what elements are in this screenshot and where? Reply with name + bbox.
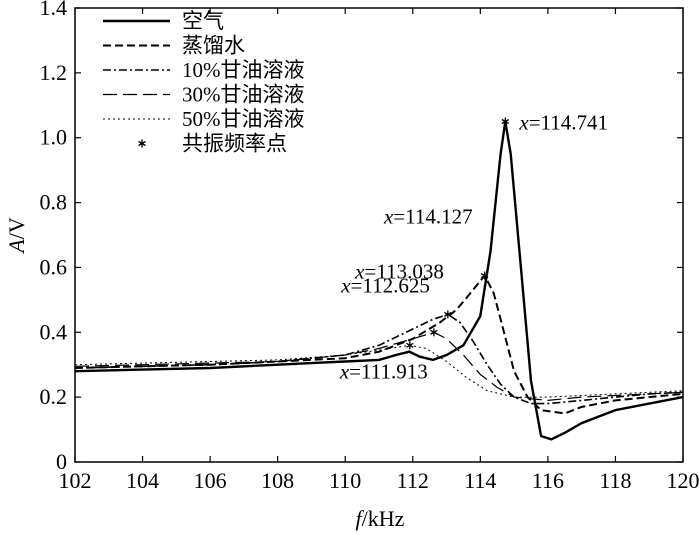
y-axis-label: A/V	[4, 217, 29, 255]
legend-label: 空气	[182, 9, 224, 33]
resonance-label-value: =113.038	[365, 259, 444, 283]
legend-label: 蒸馏水	[182, 34, 245, 58]
legend-label: 共振频率点	[182, 132, 287, 156]
x-tick-label: 102	[59, 468, 92, 493]
resonance-label-var: x	[340, 273, 351, 297]
resonance-label-value: =114.127	[393, 205, 472, 229]
resonance-label-var: x	[518, 111, 529, 135]
resonance-label-var: x	[383, 205, 394, 229]
y-tick-label: 0.2	[40, 384, 68, 409]
y-tick-label: 1.0	[40, 125, 68, 150]
x-tick-label: 118	[599, 468, 631, 493]
resonance-label: x=114.741	[518, 111, 608, 135]
resonance-label-value: =111.913	[349, 359, 428, 383]
plot-frame	[74, 7, 684, 463]
y-axis-unit: /V	[4, 217, 29, 239]
y-tick-label: 0.4	[40, 319, 68, 344]
x-tick-label: 108	[261, 468, 294, 493]
x-tick-label: 110	[329, 468, 361, 493]
resonance-annotations: x=114.741x=114.127x=113.038x=112.625x=11…	[339, 111, 608, 384]
resonance-markers	[406, 117, 510, 350]
y-axis: 0 0.2 0.4 0.6 0.8 1.0 1.2 1.4	[40, 0, 683, 474]
resonance-marker	[430, 328, 438, 337]
x-tick-label: 104	[126, 468, 159, 493]
x-axis-var: f	[356, 506, 365, 531]
resonance-label-value: =112.625	[351, 273, 430, 297]
resonance-marker	[501, 117, 510, 126]
resonance-label-var: x	[339, 359, 350, 383]
resonance-marker	[406, 341, 414, 350]
legend-label: 10%甘油溶液	[182, 58, 305, 82]
resonance-label-var: x	[354, 259, 365, 283]
resonance-label: x=113.038	[354, 259, 444, 283]
resonance-label: x=112.625	[340, 273, 430, 297]
resonance-label: x=114.127	[383, 205, 473, 229]
series-line-4	[74, 344, 684, 398]
series-line-0	[74, 121, 684, 441]
x-tick-label: 106	[194, 468, 227, 493]
y-axis-var: A	[4, 239, 29, 255]
y-tick-label: 1.4	[40, 0, 68, 20]
legend-marker-swatch	[138, 139, 146, 148]
y-tick-label: 1.2	[40, 60, 68, 85]
legend-label: 50%甘油溶液	[182, 107, 305, 131]
resonance-label-value: =114.741	[529, 111, 608, 135]
x-axis: 102 104 106 108 110 112 114 116 118 120	[59, 8, 700, 493]
x-tick-label: 120	[667, 468, 700, 493]
x-axis-unit: /kHz	[362, 506, 405, 531]
legend-label: 30%甘油溶液	[182, 83, 305, 107]
y-tick-label: 0	[56, 449, 67, 474]
x-tick-label: 114	[464, 468, 496, 493]
resonance-marker	[480, 271, 489, 280]
series-line-3	[74, 331, 684, 402]
resonance-label: x=111.913	[339, 359, 428, 383]
x-tick-label: 116	[532, 468, 564, 493]
y-tick-label: 0.8	[40, 190, 68, 215]
resonance-marker	[444, 310, 452, 319]
x-tick-label: 112	[397, 468, 429, 493]
x-axis-label: f/kHz	[356, 506, 405, 531]
y-tick-label: 0.6	[40, 254, 68, 279]
series-line-2	[74, 313, 684, 405]
